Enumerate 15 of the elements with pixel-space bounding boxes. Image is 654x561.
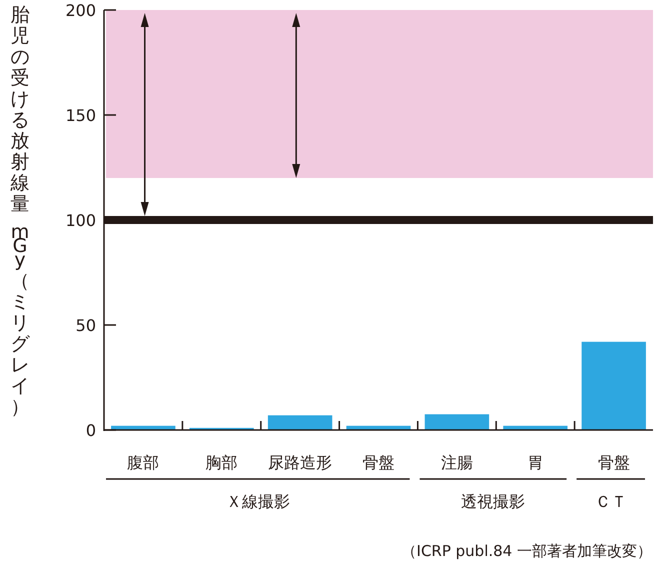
bar: [268, 415, 332, 430]
text: Ｘ線撮影: [226, 492, 290, 511]
x-tick-label: 注腸: [440, 453, 473, 472]
x-tick-label: 骨盤: [362, 453, 394, 472]
x-tick-label: 胸部: [206, 453, 238, 472]
x-tick-label: 骨盤: [598, 453, 630, 472]
x-tick-label: 腹部: [127, 453, 160, 472]
text: 透視撮影: [461, 492, 526, 511]
bar: [424, 414, 490, 430]
text: ＣＴ: [594, 492, 627, 511]
x-tick-label: 尿路造形: [268, 453, 332, 472]
y-axis-title: 胎児の受ける放射線量 mGy（ミリグレイ）: [10, 4, 30, 418]
text: （ICRP publ.84 一部著者加筆改変）: [402, 542, 652, 560]
x-tick-label: 胃: [527, 453, 544, 472]
bar: [582, 342, 646, 430]
